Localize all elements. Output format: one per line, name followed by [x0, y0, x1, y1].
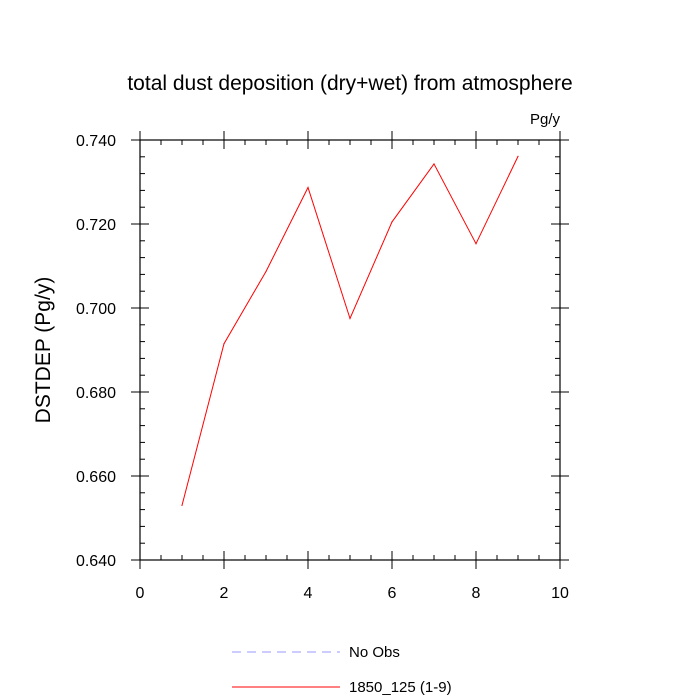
x-tick-label: 6 — [388, 585, 397, 602]
legend-label: No Obs — [349, 644, 400, 661]
x-tick-label: 8 — [472, 585, 481, 602]
y-tick-label: 0.660 — [76, 469, 116, 486]
y-tick-label: 0.720 — [76, 217, 116, 234]
data-point — [223, 343, 225, 345]
plot-frame — [139, 139, 561, 561]
y-tick-label: 0.680 — [76, 385, 116, 402]
legend-label: 1850_125 (1-9) — [349, 679, 452, 696]
x-tick-label: 4 — [304, 585, 313, 602]
y-tick-label: 0.740 — [76, 133, 116, 150]
data-point — [433, 163, 435, 165]
y-tick-label: 0.700 — [76, 301, 116, 318]
axis-ticks: 0 2 4 6 8 10 0.640 0.660 0.680 0.700 0.720 0.740 — [76, 131, 569, 602]
series-line — [181, 156, 519, 506]
data-point — [265, 270, 267, 273]
legend: No Obs 1850_125 (1-9) — [232, 644, 452, 696]
y-tick-label: 0.640 — [76, 553, 116, 570]
data-point — [181, 504, 183, 506]
x-tick-label: 10 — [551, 585, 569, 602]
data-point — [517, 155, 519, 157]
x-tick-label: 0 — [136, 585, 145, 602]
chart-title: total dust deposition (dry+wet) from atm… — [127, 72, 572, 95]
y-axis-label: DSTDEP (Pg/y) — [32, 277, 55, 424]
units-label: Pg/y — [530, 111, 561, 128]
data-point — [349, 317, 351, 320]
data-point — [475, 243, 477, 245]
series-layer — [181, 155, 519, 506]
data-point — [391, 221, 393, 223]
data-point — [307, 186, 309, 189]
x-tick-label: 2 — [220, 585, 229, 602]
